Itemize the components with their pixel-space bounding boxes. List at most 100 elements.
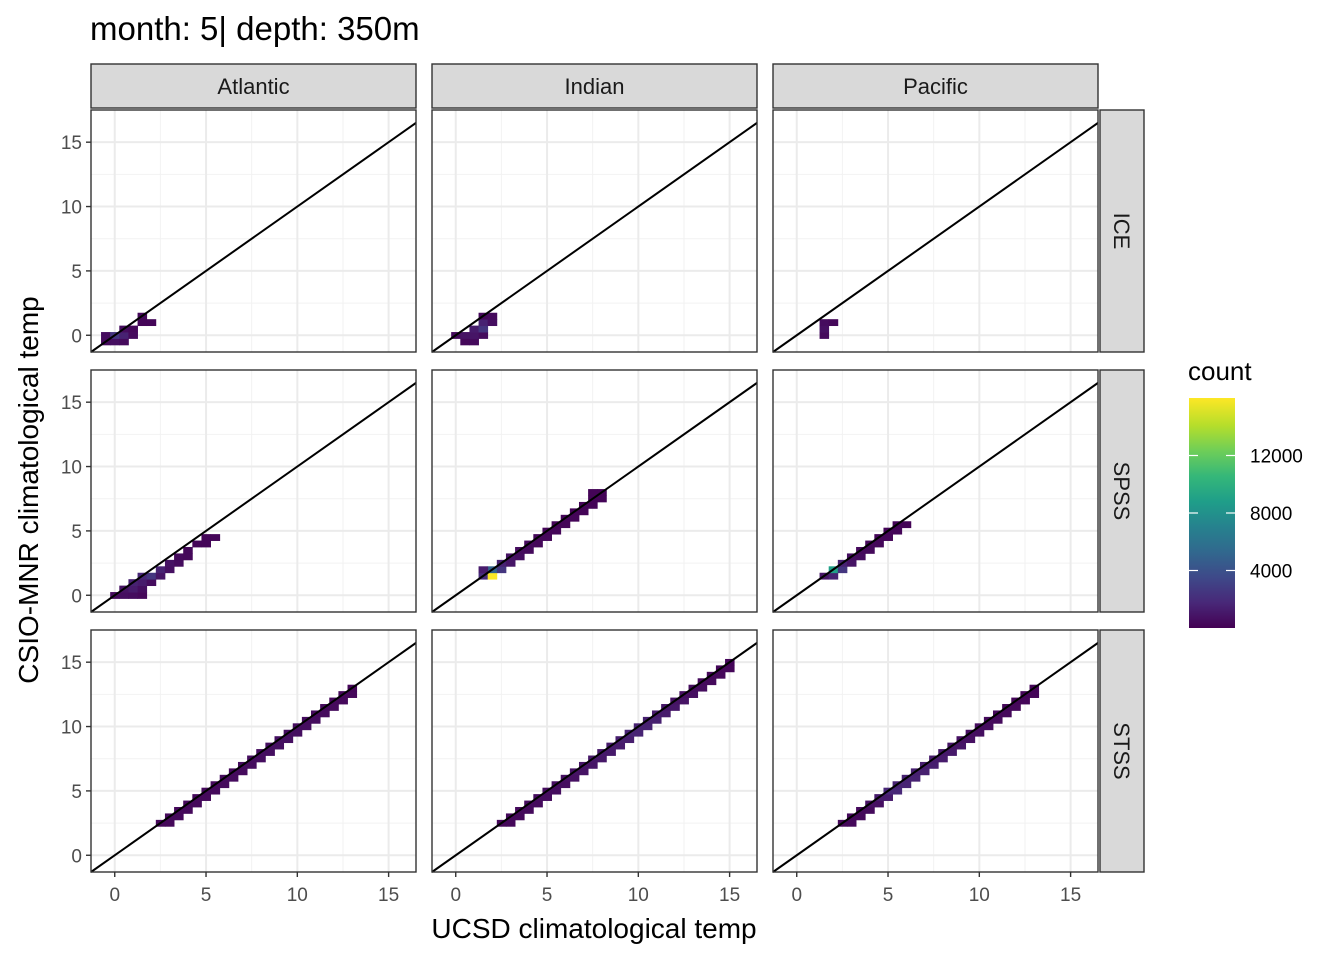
bin-cell bbox=[219, 781, 230, 789]
panel-spss-pacific-background bbox=[773, 370, 1098, 612]
bin-cell bbox=[633, 729, 644, 737]
bin-cell bbox=[956, 742, 967, 750]
bin-cell bbox=[137, 319, 148, 327]
x-tick-label: 0 bbox=[450, 885, 461, 906]
bin-cell bbox=[347, 691, 358, 698]
y-tick-label: 15 bbox=[61, 393, 82, 414]
bin-cell bbox=[551, 527, 562, 535]
bin-cell bbox=[615, 742, 626, 750]
bin-cell bbox=[210, 787, 221, 795]
panel-spss-atlantic bbox=[90, 369, 417, 613]
legend-tick-label: 12000 bbox=[1250, 447, 1303, 468]
identity-line bbox=[772, 642, 1099, 873]
bin-cell bbox=[301, 723, 312, 731]
identity-line bbox=[431, 122, 758, 353]
bin-cell bbox=[338, 697, 348, 705]
bin-cell bbox=[283, 736, 294, 744]
bin-cell bbox=[578, 768, 589, 776]
strip-atlantic bbox=[90, 63, 417, 109]
y-tick-label: 15 bbox=[61, 653, 82, 674]
panel-stss-pacific-background bbox=[773, 630, 1098, 872]
bin-cell bbox=[1002, 710, 1012, 718]
bin-cell bbox=[478, 332, 489, 339]
bin-cell bbox=[533, 800, 543, 808]
bin-cell bbox=[183, 546, 193, 554]
panel-spss-indian-border bbox=[431, 369, 758, 613]
bin-cell bbox=[487, 572, 498, 580]
panel-ice-pacific bbox=[772, 109, 1099, 353]
bin-cell bbox=[515, 813, 525, 821]
panel-ice-indian bbox=[431, 109, 758, 353]
y-tick-label: 0 bbox=[71, 846, 82, 867]
bin-cell bbox=[883, 534, 893, 541]
panel-stss-indian bbox=[431, 629, 758, 873]
bin-cell bbox=[938, 755, 948, 763]
bin-cell bbox=[320, 710, 330, 718]
x-tick-label: 15 bbox=[1060, 885, 1081, 906]
bin-cell bbox=[505, 559, 516, 567]
bin-cell bbox=[237, 768, 248, 776]
bin-cell bbox=[515, 553, 525, 561]
bin-cell bbox=[119, 332, 129, 339]
bin-cell bbox=[947, 749, 957, 756]
bin-cell bbox=[292, 729, 303, 737]
bin-cell bbox=[819, 325, 830, 333]
chart-title: month: 5| depth: 350m bbox=[90, 10, 420, 47]
bin-cell bbox=[688, 691, 699, 698]
bin-cell bbox=[201, 540, 211, 548]
panel-ice-atlantic bbox=[90, 109, 417, 353]
bin-cell bbox=[146, 319, 157, 327]
bin-cell bbox=[588, 489, 598, 496]
bin-cell bbox=[910, 774, 921, 782]
bin-cell bbox=[856, 813, 866, 821]
bin-cell bbox=[110, 338, 120, 346]
bin-cell bbox=[164, 559, 175, 567]
bin-cell bbox=[1029, 691, 1040, 698]
identity-line bbox=[772, 382, 1099, 613]
bin-cell bbox=[569, 514, 580, 522]
x-tick-label: 15 bbox=[378, 885, 399, 906]
panel-grid bbox=[90, 109, 1099, 873]
bin-cell bbox=[1011, 704, 1021, 711]
bin-cell bbox=[256, 755, 266, 763]
bin-cell bbox=[478, 566, 489, 574]
bin-cell bbox=[661, 710, 671, 718]
bin-cell bbox=[155, 572, 166, 580]
bin-cell bbox=[128, 325, 138, 333]
bin-cell bbox=[569, 774, 580, 782]
legend-tick-label: 4000 bbox=[1250, 562, 1292, 583]
x-tick-label: 15 bbox=[719, 885, 740, 906]
bin-cell bbox=[874, 800, 884, 808]
strip-label-spss: SPSS bbox=[1109, 462, 1134, 521]
bin-cell bbox=[828, 319, 839, 327]
bin-cell bbox=[247, 761, 257, 769]
bin-cell bbox=[460, 332, 470, 339]
y-tick-label: 5 bbox=[71, 782, 82, 803]
bin-cell bbox=[174, 559, 184, 567]
bin-cell bbox=[274, 742, 285, 750]
bin-cell bbox=[469, 338, 479, 346]
y-tick-label: 10 bbox=[61, 718, 82, 739]
strip-spss bbox=[1099, 369, 1145, 613]
legend-tick-label: 8000 bbox=[1250, 504, 1292, 525]
identity-line bbox=[431, 642, 758, 873]
y-tick-label: 0 bbox=[71, 326, 82, 347]
y-tick-label: 5 bbox=[71, 522, 82, 543]
bin-cell bbox=[679, 697, 689, 705]
identity-line bbox=[90, 382, 417, 613]
y-axis-title: CSIO-MNR climatological temp bbox=[13, 296, 44, 683]
y-tick-label: 15 bbox=[61, 133, 82, 154]
panel-spss-pacific-border bbox=[772, 369, 1099, 613]
bin-cell bbox=[164, 819, 175, 827]
bin-cell bbox=[901, 521, 912, 529]
bin-cell bbox=[524, 546, 534, 554]
bin-cell bbox=[201, 794, 211, 801]
color-legend: count 4000 8000 12000 bbox=[1188, 356, 1303, 628]
identity-line bbox=[90, 642, 417, 873]
bin-cell bbox=[146, 579, 157, 587]
bin-cell bbox=[164, 566, 175, 574]
bin-cell bbox=[128, 585, 138, 593]
bin-cell bbox=[496, 566, 507, 574]
bin-cell bbox=[974, 729, 985, 737]
